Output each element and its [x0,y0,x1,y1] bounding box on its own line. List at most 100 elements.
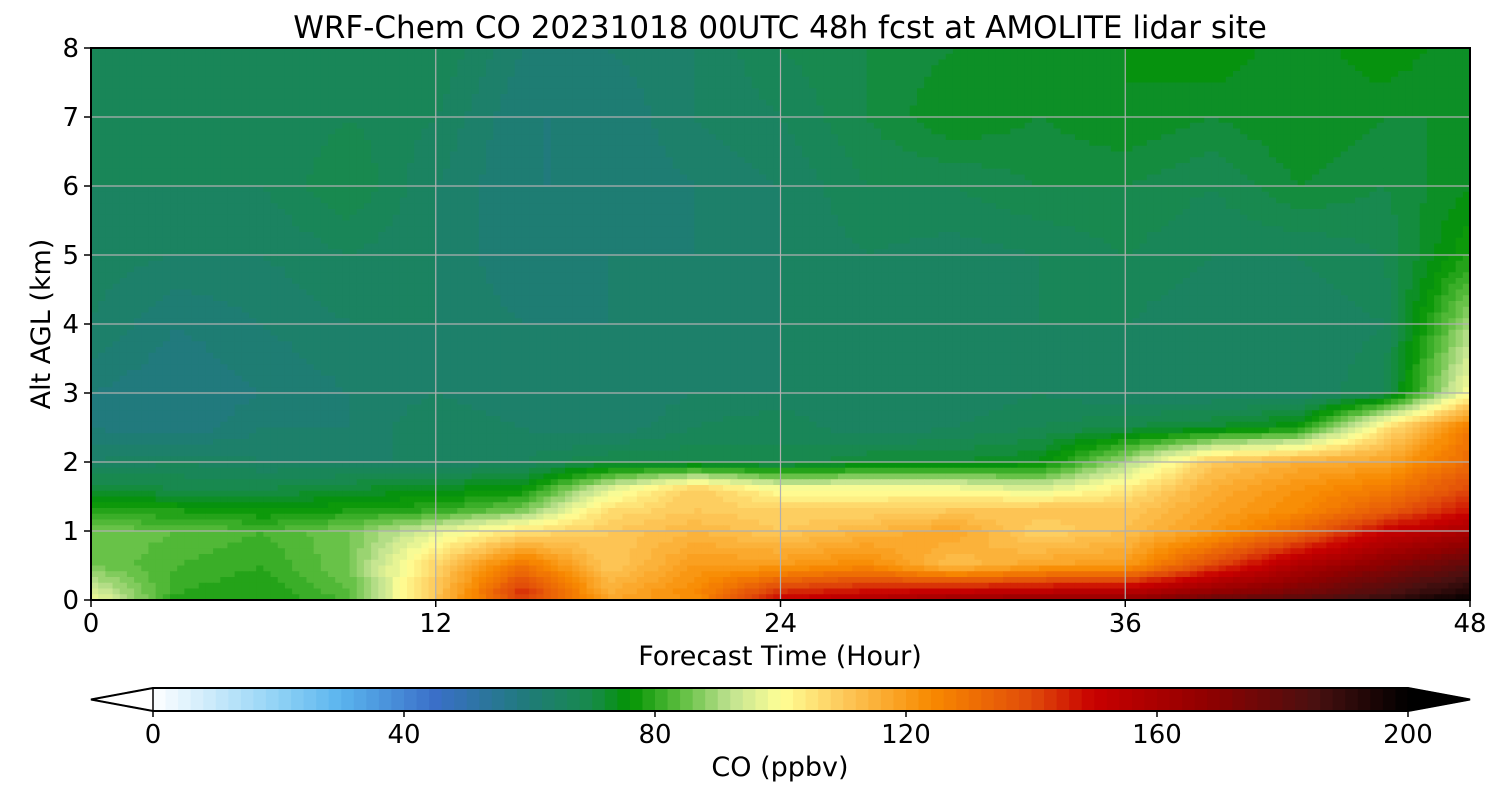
heatmap-cell [249,134,257,141]
heatmap-cell [615,191,624,199]
heatmap-cell [773,76,782,84]
heatmap-cell [313,180,322,187]
heatmap-cell [593,186,602,193]
heatmap-cell [766,99,774,107]
heatmap-cell [737,117,746,124]
heatmap-cell [1060,151,1069,158]
heatmap-cell [1390,174,1399,181]
heatmap-cell [1225,128,1234,135]
heatmap-cell [249,59,257,66]
heatmap-cell [1268,105,1277,112]
heatmap-cell [1218,122,1227,130]
heatmap-cell [931,76,940,84]
heatmap-cell [608,174,616,181]
heatmap-cell [349,157,358,164]
heatmap-cell [256,111,264,118]
heatmap-cell [1326,140,1335,147]
heatmap-cell [938,174,947,181]
heatmap-cell [220,59,229,66]
heatmap-cell [126,122,135,130]
heatmap-cell [198,76,207,84]
heatmap-cell [91,151,99,158]
heatmap-cell [407,48,415,55]
heatmap-cell [823,71,832,78]
heatmap-cell [744,157,753,164]
heatmap-cell [1031,88,1040,95]
heatmap-cell [766,71,774,78]
heatmap-cell [442,111,451,118]
heatmap-cell [1441,174,1450,181]
heatmap-cell [715,105,724,112]
heatmap-cell [407,117,415,124]
heatmap-cell [615,174,624,181]
heatmap-cell [744,65,753,72]
heatmap-cell [1419,53,1428,61]
heatmap-cell [1434,48,1442,55]
heatmap-cell [593,140,602,147]
heatmap-cell [478,82,487,89]
heatmap-cell [1082,111,1090,118]
heatmap-cell [1017,140,1026,147]
heatmap-cell [967,145,976,153]
heatmap-cell [679,111,688,118]
heatmap-cell [981,168,990,176]
heatmap-cell [428,180,437,187]
heatmap-cell [924,105,932,112]
heatmap-cell [1110,151,1119,158]
heatmap-cell [773,122,782,130]
heatmap-cell [292,88,300,95]
heatmap-cell [586,53,595,61]
heatmap-cell [191,186,200,193]
heatmap-cell [1297,48,1306,55]
heatmap-cell [1125,71,1134,78]
heatmap-cell [751,157,760,164]
heatmap-cell [1103,117,1112,124]
heatmap-cell [263,163,272,170]
heatmap-cell [148,191,157,199]
heatmap-cell [529,151,537,158]
heatmap-cell [967,105,976,112]
heatmap-cell [378,191,387,199]
heatmap-cell [557,111,566,118]
heatmap-cell [794,48,803,55]
heatmap-cell [672,71,681,78]
heatmap-cell [888,163,897,170]
heatmap-cell [758,105,767,112]
heatmap-cell [392,88,401,95]
heatmap-cell [744,71,753,78]
heatmap-cell [464,99,473,107]
heatmap-cell [363,128,372,135]
heatmap-cell [909,180,918,187]
heatmap-cell [550,145,559,153]
heatmap-cell [1311,111,1320,118]
heatmap-cell [816,122,825,130]
heatmap-cell [665,117,674,124]
heatmap-cell [615,134,624,141]
heatmap-cell [773,145,782,153]
heatmap-cell [1268,99,1277,107]
heatmap-cell [1039,140,1047,147]
heatmap-cell [1039,145,1047,153]
heatmap-cell [227,180,236,187]
heatmap-cell [119,65,128,72]
heatmap-cell [1383,180,1392,187]
heatmap-cell [1268,111,1277,118]
heatmap-cell [945,174,954,181]
heatmap-cell [1276,117,1284,124]
heatmap-cell [1419,59,1428,66]
heatmap-cell [1168,140,1177,147]
heatmap-cell [414,105,422,112]
heatmap-cell [493,157,501,164]
heatmap-cell [363,122,372,130]
heatmap-cell [1197,122,1205,130]
heatmap-cell [1240,88,1248,95]
heatmap-cell [1254,134,1263,141]
heatmap-cell [1455,105,1464,112]
heatmap-cell [1326,134,1335,141]
heatmap-cell [665,71,674,78]
heatmap-cell [1161,88,1169,95]
heatmap-cell [1046,163,1055,170]
heatmap-cell [435,180,444,187]
heatmap-cell [967,128,976,135]
heatmap-cell [1024,186,1033,193]
